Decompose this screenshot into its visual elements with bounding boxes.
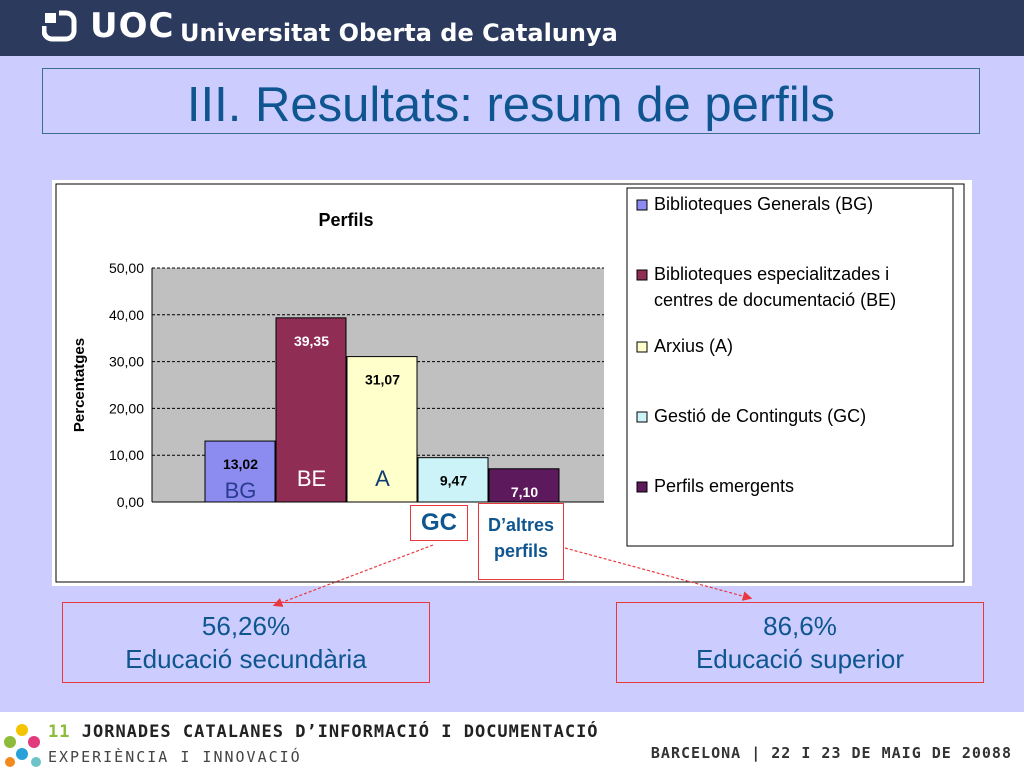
footer-place-date: BARCELONA | 22 I 23 DE MAIG DE 20088	[651, 744, 1012, 762]
higher-education-box: 86,6% Educació superior	[616, 602, 984, 683]
header-bar	[0, 0, 1024, 56]
legend-swatch	[636, 411, 648, 423]
legend-label: Biblioteques Generals (BG)	[654, 194, 873, 214]
bar-5	[488, 468, 560, 503]
bar-3	[346, 356, 418, 503]
bar-value-label: 7,10	[511, 484, 538, 500]
footer-event: 11 JORNADES CATALANES D’INFORMACIÓ I DOC…	[48, 722, 599, 742]
bar-value-label: 9,47	[440, 473, 467, 489]
page-title: III. Resultats: resum de perfils	[186, 78, 836, 132]
logo-short: UOC	[90, 6, 175, 46]
page-number: 8	[1001, 744, 1012, 762]
y-tick-label: 40,00	[109, 307, 144, 323]
legend-label: centres de documentació (BE)	[654, 290, 896, 310]
legend-label: Perfils emergents	[654, 476, 794, 496]
daltres-label-line2: perfils	[493, 541, 549, 561]
daltres-label-box: D’altres perfils	[478, 503, 564, 580]
legend-swatch	[636, 481, 648, 493]
bar-2	[275, 317, 347, 503]
higher-label: Educació superior	[695, 644, 905, 674]
y-axis-label: Percentatges	[71, 338, 88, 432]
legend-swatch	[636, 341, 648, 353]
footer-event-name: JORNADES CATALANES D’INFORMACIÓ I DOCUME…	[81, 722, 599, 742]
y-tick-label: 0,00	[117, 494, 144, 510]
y-tick-label: 10,00	[109, 447, 144, 463]
jornades-logo-icon	[4, 724, 41, 767]
footer-number: 11	[48, 722, 71, 742]
bar-tag-be: BE	[297, 466, 326, 491]
bar-tag-a: A	[375, 466, 390, 491]
higher-pct: 86,6%	[763, 611, 837, 641]
y-tick-label: 50,00	[109, 260, 144, 276]
footer	[0, 712, 1024, 768]
daltres-label-line1: D’altres	[487, 515, 555, 535]
chart-title: Perfils	[318, 210, 373, 230]
footer-subtitle: EXPERIÈNCIA I INNOVACIÓ	[48, 748, 302, 766]
secondary-education-box: 56,26% Educació secundària	[62, 602, 430, 683]
y-tick-label: 30,00	[109, 354, 144, 370]
legend-swatch	[636, 199, 648, 211]
legend-label: Gestió de Continguts (GC)	[654, 406, 866, 426]
uoc-logo-icon	[42, 10, 77, 42]
legend-label: Biblioteques especialitzades i	[654, 264, 889, 284]
secondary-label: Educació secundària	[125, 644, 367, 674]
legend-frame	[626, 187, 954, 547]
title-box: III. Resultats: resum de perfils	[42, 68, 980, 134]
bar-tag-bg: BG	[225, 478, 257, 503]
bar-value-label: 31,07	[365, 372, 400, 388]
gc-label: GC	[421, 509, 457, 536]
legend-label: Arxius (A)	[654, 336, 733, 356]
bar-1	[204, 440, 276, 503]
y-tick-label: 20,00	[109, 400, 144, 416]
bar-value-label: 39,35	[294, 333, 329, 349]
logo-name: Universitat Oberta de Catalunya	[180, 19, 618, 47]
bar-value-label: 13,02	[223, 456, 258, 472]
arrow-right	[564, 547, 753, 601]
legend-swatch	[636, 269, 648, 281]
arrow-left	[272, 544, 434, 607]
secondary-pct: 56,26%	[201, 611, 291, 641]
footer-place-date-text: BARCELONA | 22 I 23 DE MAIG DE 2008	[650, 744, 1002, 762]
gc-label-box: GC	[410, 505, 468, 541]
bar-4	[417, 457, 489, 503]
